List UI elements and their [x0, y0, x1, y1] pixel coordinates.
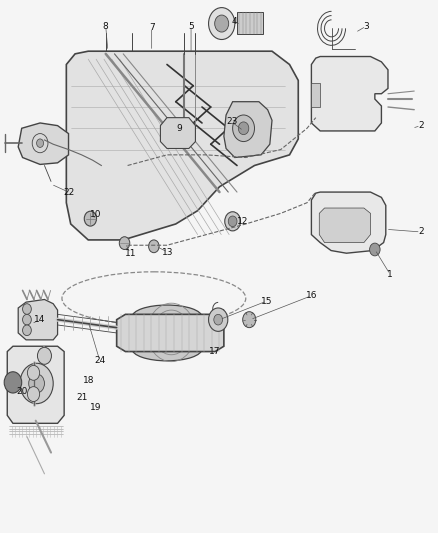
Circle shape — [208, 7, 234, 39]
Circle shape — [224, 212, 240, 231]
Text: 2: 2 — [417, 228, 423, 237]
Text: 23: 23 — [226, 117, 237, 126]
Circle shape — [20, 364, 53, 403]
Circle shape — [214, 15, 228, 32]
Text: 21: 21 — [76, 393, 87, 402]
Circle shape — [4, 372, 21, 393]
Polygon shape — [7, 346, 64, 423]
Circle shape — [213, 314, 222, 325]
Text: 24: 24 — [94, 356, 105, 365]
Text: 16: 16 — [305, 291, 316, 300]
Circle shape — [27, 386, 39, 401]
Circle shape — [22, 314, 31, 325]
Polygon shape — [66, 51, 297, 240]
Circle shape — [369, 243, 379, 256]
Text: 17: 17 — [208, 347, 219, 356]
Text: 19: 19 — [90, 403, 102, 413]
Polygon shape — [311, 56, 387, 131]
Circle shape — [22, 304, 31, 314]
Polygon shape — [311, 192, 385, 253]
Ellipse shape — [132, 305, 201, 329]
Text: 8: 8 — [102, 22, 108, 31]
Text: 20: 20 — [16, 387, 27, 397]
Text: 18: 18 — [83, 376, 95, 385]
Circle shape — [27, 366, 39, 380]
Circle shape — [22, 325, 31, 336]
Text: 4: 4 — [231, 18, 237, 27]
Circle shape — [242, 312, 255, 328]
Ellipse shape — [132, 337, 201, 361]
Circle shape — [84, 211, 96, 226]
Polygon shape — [18, 300, 57, 340]
Circle shape — [28, 374, 44, 393]
Text: 3: 3 — [362, 22, 368, 31]
Text: 5: 5 — [188, 22, 194, 31]
Text: 15: 15 — [261, 296, 272, 305]
Text: 12: 12 — [236, 217, 247, 226]
Text: 10: 10 — [90, 210, 102, 219]
Text: 13: 13 — [162, 248, 173, 257]
Polygon shape — [160, 118, 195, 149]
Circle shape — [232, 115, 254, 142]
Circle shape — [208, 308, 227, 332]
Circle shape — [228, 216, 237, 227]
Text: 1: 1 — [386, 270, 392, 279]
Circle shape — [36, 139, 43, 148]
Text: 9: 9 — [176, 124, 182, 133]
Polygon shape — [223, 102, 272, 158]
Polygon shape — [117, 314, 223, 352]
Polygon shape — [311, 83, 319, 107]
Circle shape — [119, 237, 130, 249]
Text: 14: 14 — [34, 315, 46, 324]
Text: 7: 7 — [148, 23, 154, 32]
Text: 11: 11 — [124, 249, 136, 258]
Circle shape — [37, 348, 51, 365]
Polygon shape — [18, 123, 68, 165]
Text: 2: 2 — [417, 121, 423, 130]
Polygon shape — [318, 208, 370, 243]
Circle shape — [238, 122, 248, 135]
Circle shape — [148, 240, 159, 253]
FancyBboxPatch shape — [237, 12, 263, 34]
Text: 22: 22 — [63, 188, 74, 197]
